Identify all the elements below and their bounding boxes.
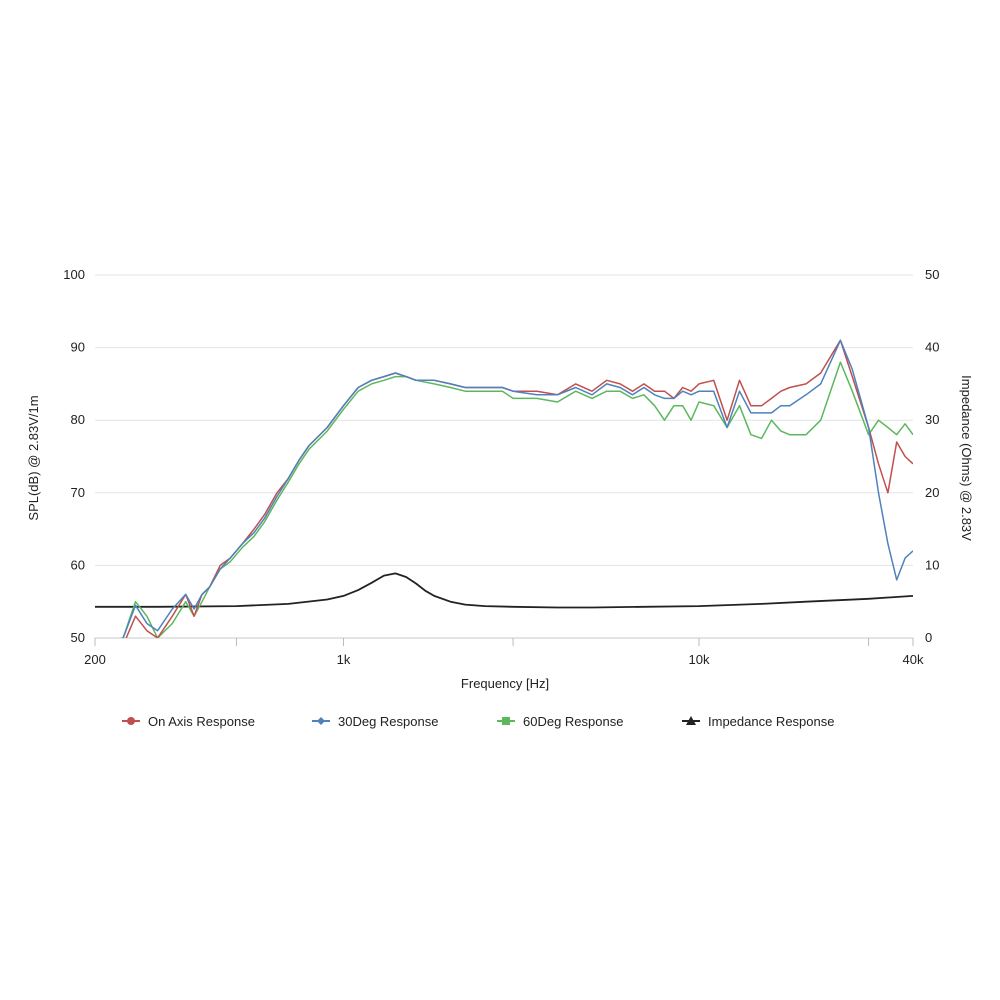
legend-label-0: On Axis Response (148, 714, 255, 729)
y-tick-label-3: 80 (71, 412, 85, 427)
legend-item-0: On Axis Response (122, 714, 255, 729)
legend-marker-2 (502, 717, 510, 725)
y-tick-label-5: 100 (63, 267, 85, 282)
y2-tick-label-3: 30 (925, 412, 939, 427)
series-line-3 (95, 572, 913, 609)
legend-item-1: 30Deg Response (312, 714, 438, 729)
y-axis-title: SPL(dB) @ 2.83V/1m (26, 395, 41, 520)
y2-axis-title: Impedance (Ohms) @ 2.83V (959, 375, 974, 541)
y2-tick-label-0: 0 (925, 630, 932, 645)
chart-series-layer (95, 339, 913, 638)
x-tick-label-1: 1k (337, 652, 351, 667)
y-tick-label-4: 90 (71, 340, 85, 355)
x-tick-label-3: 40k (903, 652, 924, 667)
y-tick-label-2: 70 (71, 485, 85, 500)
series-line-1 (120, 339, 913, 638)
chart-grid (95, 274, 913, 639)
legend-marker-0 (127, 717, 135, 725)
y-tick-label-0: 50 (71, 630, 85, 645)
x-axis-title: Frequency [Hz] (461, 676, 549, 691)
chart-axes: 200 1k 10k 40k 50 60 70 80 90 100 0 10 20 30 40 50 (63, 267, 939, 667)
legend-item-2: 60Deg Response (497, 714, 623, 729)
legend-marker-1 (317, 717, 325, 725)
y2-tick-label-5: 50 (925, 267, 939, 282)
y-tick-label-1: 60 (71, 557, 85, 572)
y2-tick-label-1: 10 (925, 557, 939, 572)
legend-item-3: Impedance Response (682, 714, 834, 729)
y2-tick-label-4: 40 (925, 340, 939, 355)
legend-label-2: 60Deg Response (523, 714, 623, 729)
x-tick-label-0: 200 (84, 652, 106, 667)
legend-label-1: 30Deg Response (338, 714, 438, 729)
chart-legend: On Axis Response 30Deg Response 60Deg Resp… (122, 714, 834, 729)
x-tick-label-2: 10k (688, 652, 709, 667)
y2-tick-label-2: 20 (925, 485, 939, 500)
legend-label-3: Impedance Response (708, 714, 834, 729)
legend-marker-3 (686, 716, 696, 725)
series-line-2 (120, 361, 913, 638)
